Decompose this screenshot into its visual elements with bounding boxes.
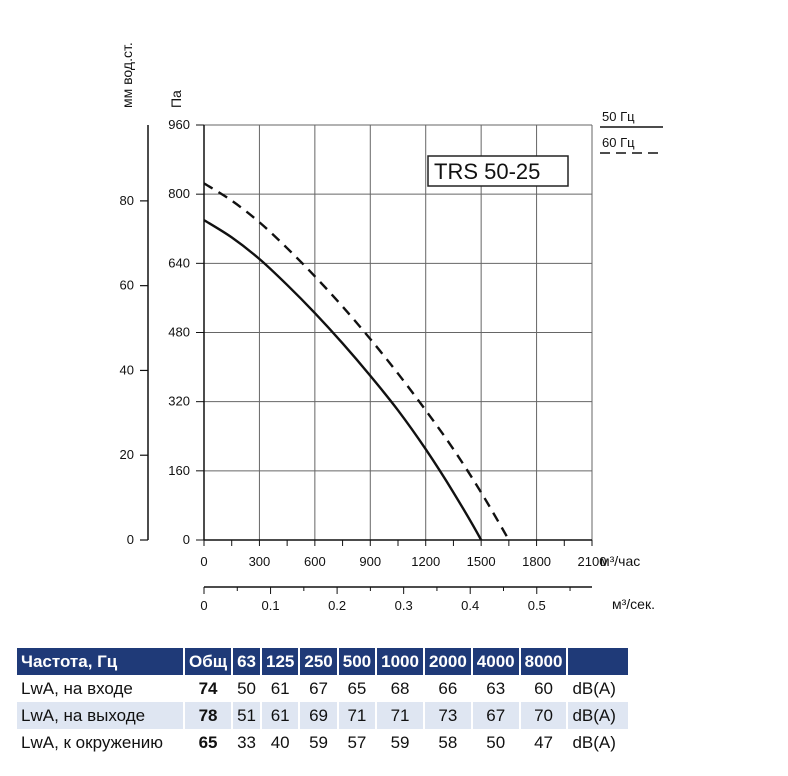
cell-8000: 60: [534, 678, 553, 698]
header-frequency: Частота, Гц: [17, 648, 183, 675]
header-125: 125: [262, 648, 299, 675]
row-total: 78: [185, 702, 232, 729]
chart-series: [204, 182, 511, 540]
cell-8000: 47: [534, 732, 553, 752]
y-tick-label-pa: 160: [168, 463, 190, 478]
header-63: 63: [233, 648, 260, 675]
x-tick-label-m3h: 0: [200, 554, 207, 569]
header-500: 500: [338, 648, 376, 675]
cell-125: 61: [262, 702, 299, 729]
cell-63: 33: [237, 732, 256, 752]
row-label: LwA, на входе: [21, 678, 133, 698]
header-4000: 4000: [472, 648, 519, 675]
x-tick-label-m3s: 0.4: [461, 598, 479, 613]
x-tick-label-m3s: 0.5: [528, 598, 546, 613]
y-tick-label-mm: 80: [120, 193, 134, 208]
y-tick-label-pa: 960: [168, 117, 190, 132]
row-label: LwA, на выходе: [17, 702, 183, 729]
cell-4000: 50: [486, 732, 506, 752]
row-total: 74: [198, 678, 218, 698]
cell-4000: 67: [472, 702, 519, 729]
y-axis-right-label: Па: [168, 90, 184, 108]
header-unit: [568, 648, 629, 675]
row-unit: dB(A): [572, 678, 616, 698]
row-label: LwA, к окружению: [21, 732, 163, 752]
row-total: 65: [198, 732, 218, 752]
y-tick-label-pa: 640: [168, 255, 190, 270]
header-2000: 2000: [424, 648, 471, 675]
cell-500: 65: [347, 678, 367, 698]
model-label: TRS 50-25: [434, 159, 540, 184]
x-tick-label-m3h: 2100: [578, 554, 607, 569]
series-line-50hz: [204, 219, 483, 540]
cell-63: 50: [237, 678, 256, 698]
y-tick-label-mm: 40: [120, 362, 134, 377]
model-box: TRS 50-25: [427, 155, 569, 187]
y-tick-label-pa: 0: [183, 532, 190, 547]
cell-1000: 59: [390, 732, 410, 752]
y-tick-label-mm: 0: [127, 532, 134, 547]
cell-125: 61: [270, 678, 290, 698]
x-tick-label-m3s: 0.3: [395, 598, 413, 613]
table-row: LwA, к окружению 65 33 40 59 57 59 58 50…: [17, 729, 628, 756]
x-tick-label-m3h: 1800: [522, 554, 551, 569]
cell-1000: 71: [377, 702, 423, 729]
table-row: LwA, на выходе 78 51 61 69 71 71 73 67 7…: [17, 702, 629, 729]
x-tick-label-m3s: 0.2: [328, 598, 346, 613]
cell-2000: 58: [438, 732, 458, 752]
header-1000: 1000: [377, 648, 423, 675]
cell-250: 59: [309, 732, 329, 752]
cell-500: 71: [338, 702, 376, 729]
y-tick-label-pa: 320: [168, 394, 190, 409]
cell-250: 67: [309, 678, 329, 698]
series-line-60hz: [204, 182, 511, 540]
cell-4000: 63: [486, 678, 506, 698]
row-unit: dB(A): [568, 702, 629, 729]
legend: 50 Гц 60 Гц: [600, 109, 663, 154]
cell-2000: 66: [438, 678, 458, 698]
table-row: LwA, на входе 74 50 61 67 65 68 66 63 60…: [17, 675, 628, 702]
header-8000: 8000: [520, 648, 567, 675]
cell-500: 57: [347, 732, 367, 752]
header-total: Общ: [185, 648, 232, 675]
x-axis-bottom-label: м³/сек.: [612, 596, 655, 612]
x-tick-label-m3s: 0.1: [262, 598, 280, 613]
cell-125: 40: [270, 732, 290, 752]
noise-table: Частота, Гц Общ 63 125 250 500 1000 2000…: [15, 648, 630, 756]
row-unit: dB(A): [572, 732, 616, 752]
x-tick-label-m3h: 1200: [411, 554, 440, 569]
x-axis-top-label: м³/час: [600, 553, 640, 569]
x-tick-label-m3h: 600: [304, 554, 326, 569]
legend-label-50hz: 50 Гц: [602, 109, 635, 124]
header-250: 250: [300, 648, 337, 675]
cell-8000: 70: [520, 702, 567, 729]
cell-63: 51: [233, 702, 260, 729]
x-tick-label-m3h: 300: [249, 554, 271, 569]
cell-1000: 68: [390, 678, 410, 698]
legend-label-60hz: 60 Гц: [602, 135, 635, 150]
x-tick-label-m3s: 0: [200, 598, 207, 613]
y-tick-label-pa: 480: [168, 325, 190, 340]
noise-header-row: Частота, Гц Общ 63 125 250 500 1000 2000…: [17, 648, 629, 675]
chart-grid: [203, 124, 593, 541]
y-tick-label-pa: 800: [168, 186, 190, 201]
x-tick-label-m3h: 1500: [467, 554, 496, 569]
y-axis-left-label: мм вод.ст.: [119, 42, 135, 108]
cell-250: 69: [300, 702, 337, 729]
x-tick-label-m3h: 900: [359, 554, 381, 569]
y-tick-label-mm: 20: [120, 447, 134, 462]
cell-2000: 73: [424, 702, 471, 729]
y-tick-label-mm: 60: [120, 278, 134, 293]
